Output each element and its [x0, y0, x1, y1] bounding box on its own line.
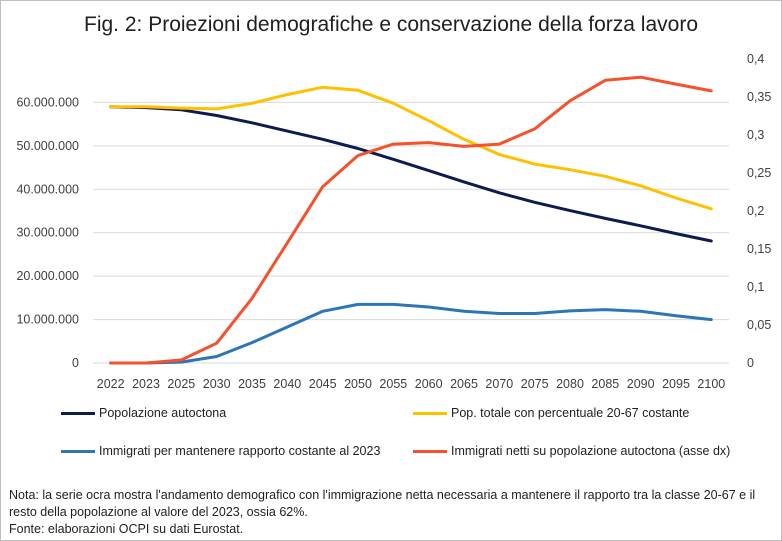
right-tick-label: 0,4	[747, 52, 764, 66]
note-text: Nota: la serie ocra mostra l'andamento d…	[9, 488, 756, 519]
x-tick-label: 2090	[627, 377, 655, 391]
x-tick-label: 2085	[591, 377, 619, 391]
right-axis-ticks: 0 0,05 0,1 0,15 0,2 0,25 0,3 0,35 0,4	[747, 52, 771, 370]
legend-item-immigrati-netti: Immigrati netti su popolazione autoctona…	[413, 444, 730, 458]
left-tick-label: 10.000.000	[16, 313, 79, 327]
x-tick-label: 2075	[521, 377, 549, 391]
x-tick-label: 2100	[697, 377, 725, 391]
x-tick-label: 2025	[167, 377, 195, 391]
right-tick-label: 0,35	[747, 90, 771, 104]
x-tick-label: 2035	[238, 377, 266, 391]
left-tick-label: 30.000.000	[16, 226, 79, 240]
series-lines	[109, 75, 713, 365]
x-tick-label: 2080	[556, 377, 584, 391]
right-tick-label: 0,1	[747, 280, 764, 294]
x-axis-ticks: 2022 2023 2025 2030 2035 2040 2045 2050 2055 2060…	[97, 377, 726, 391]
right-tick-label: 0,15	[747, 242, 771, 256]
legend-label: Immigrati per mantenere rapporto costant…	[99, 444, 381, 458]
legend-swatch	[413, 449, 447, 453]
chart-plot: 0 10.000.000 20.000.000 30.000.000 40.000.00…	[16, 52, 771, 391]
x-tick-label: 2065	[450, 377, 478, 391]
right-tick-label: 0,3	[747, 128, 764, 142]
legend-item-popolazione-autoctona: Popolazione autoctona	[61, 406, 226, 420]
source-text: Fonte: elaborazioni OCPI su dati Eurosta…	[9, 522, 244, 536]
chart-title: Fig. 2: Proiezioni demografiche e conser…	[84, 13, 698, 36]
left-tick-label: 60.000.000	[16, 95, 79, 109]
x-tick-label: 2040	[273, 377, 301, 391]
legend-swatch	[413, 411, 447, 415]
left-tick-label: 40.000.000	[16, 182, 79, 196]
x-tick-label: 2030	[203, 377, 231, 391]
legend-item-pop-totale: Pop. totale con percentuale 20-67 costan…	[413, 406, 689, 420]
x-tick-label: 2060	[415, 377, 443, 391]
x-tick-label: 2055	[379, 377, 407, 391]
legend-label: Popolazione autoctona	[99, 406, 227, 420]
left-axis-ticks: 0 10.000.000 20.000.000 30.000.000 40.000.00…	[16, 95, 79, 370]
left-tick-label: 0	[72, 356, 79, 370]
x-tick-label: 2045	[309, 377, 337, 391]
legend-swatch	[61, 411, 95, 415]
legend-label: Immigrati netti su popolazione autoctona…	[451, 444, 731, 458]
legend-label: Pop. totale con percentuale 20-67 costan…	[451, 406, 690, 420]
left-tick-label: 50.000.000	[16, 139, 79, 153]
series-line-0	[109, 105, 713, 243]
series-line-3	[109, 75, 713, 365]
legend-swatch	[61, 449, 95, 453]
x-tick-label: 2022	[97, 377, 125, 391]
right-tick-label: 0,2	[747, 204, 764, 218]
right-tick-label: 0	[747, 356, 754, 370]
legend-item-immigrati-rapporto: Immigrati per mantenere rapporto costant…	[61, 444, 380, 458]
x-tick-label: 2070	[485, 377, 513, 391]
right-tick-label: 0,05	[747, 318, 771, 332]
right-tick-label: 0,25	[747, 166, 771, 180]
x-tick-label: 2095	[662, 377, 690, 391]
x-tick-label: 2023	[132, 377, 160, 391]
left-tick-label: 20.000.000	[16, 269, 79, 283]
chart-note: Nota: la serie ocra mostra l'andamento d…	[9, 487, 771, 538]
series-line-2	[109, 302, 713, 365]
series-line-1	[109, 85, 713, 211]
x-tick-label: 2050	[344, 377, 372, 391]
gridlines	[93, 101, 729, 364]
